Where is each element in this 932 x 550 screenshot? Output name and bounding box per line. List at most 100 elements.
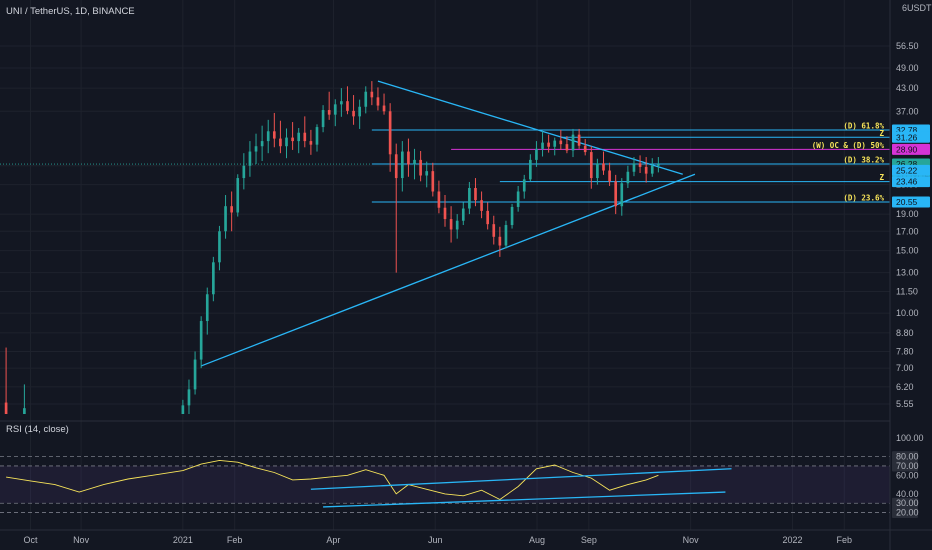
candle-body [632,163,636,172]
candle-body [181,405,185,414]
candle [608,162,611,186]
rsi-badge-label: 70.00 [896,461,919,471]
rsi-tick-badge: 30.00 [892,497,919,509]
candle [425,161,429,188]
candle-body [541,142,544,149]
candle [193,351,197,395]
candle [431,162,435,197]
level-label: (D) 23.6% [843,194,884,203]
candle-body [321,110,325,128]
candle [626,165,630,189]
candle [4,347,8,414]
candle [309,129,313,155]
candle-body [303,132,307,142]
candle [529,154,532,182]
candle-body [413,159,416,165]
candle-body [346,101,349,111]
candle [303,116,307,148]
candle-body [309,141,313,145]
candle-body [437,191,441,208]
candle-body [407,151,410,165]
rsi-badge-label: 30.00 [896,498,919,508]
candle [437,180,441,214]
price-badge-value: 23.46 [896,177,918,187]
candle-body [608,170,611,182]
candle-body [522,179,526,192]
candle [565,136,569,154]
rsi-panel [0,456,890,513]
rsi-badge-bg [892,497,918,509]
candle-body [486,210,489,225]
candle [272,112,276,148]
candle [553,137,557,156]
candle [419,151,422,182]
candle-body [474,188,477,201]
candle [279,120,282,154]
candle-body [224,206,227,232]
x-tick-label: Oct [23,535,38,545]
candle [212,256,215,302]
candle [522,174,526,199]
candle-body [291,137,294,142]
candle [474,178,477,207]
candle-body [492,224,496,237]
candle-body [388,111,392,155]
candle [297,127,301,154]
y-tick-label: 56.50 [896,41,919,51]
candle-body [498,236,502,246]
candle [388,103,392,172]
rsi-line [6,459,659,501]
candle-body [657,164,660,166]
x-tick-label: 2022 [782,535,802,545]
candle-body [547,142,550,147]
candle-body [425,171,429,176]
candle-body [297,132,301,142]
level-label: (W) OC & (D) 50% [812,141,885,150]
level-label: Z [879,173,884,182]
candle [181,399,185,414]
candle-body [4,402,8,414]
candle-body [193,359,197,390]
price-badge: 31.26 [892,131,930,143]
rsi-tick-label: 60.00 [896,470,919,480]
y-tick-label: 7.80 [896,346,914,356]
candle-body [455,220,459,230]
candle-body [401,151,404,179]
candle-body [333,104,337,115]
price-badge-value: 25.22 [896,165,918,175]
candle-body [236,178,240,213]
rsi-tick-badge: 20.00 [892,507,919,519]
y-tick-label: 13.00 [896,268,919,278]
candle-body [254,146,258,152]
candle-body [602,163,605,171]
x-tick-label: Feb [837,535,853,545]
x-tick-label: Jun [428,535,443,545]
candle-body [583,145,587,153]
candle [358,99,361,129]
level-label: (D) 61.8% [843,121,884,130]
candle [632,157,636,177]
price-badge: 25.22 [892,164,930,176]
rsi-tick-badge: 80.00 [892,451,919,463]
price-badge-bg [892,176,930,188]
candle-body [644,166,648,174]
y-tick-label: 6.20 [896,382,914,392]
candle-body [260,141,264,147]
candle-body [449,219,453,230]
candle-body [230,206,233,213]
candle-body [614,181,618,207]
candle [340,88,343,117]
candle [510,203,514,229]
candle [602,151,605,175]
candle [407,138,410,177]
rsi-band [0,465,890,504]
rsi-tick-badge: 70.00 [892,460,919,472]
candle-body [285,137,288,147]
candle [230,191,233,232]
candle-body [382,105,386,112]
candle [401,141,404,192]
y-tick-label: 7.00 [896,363,914,373]
